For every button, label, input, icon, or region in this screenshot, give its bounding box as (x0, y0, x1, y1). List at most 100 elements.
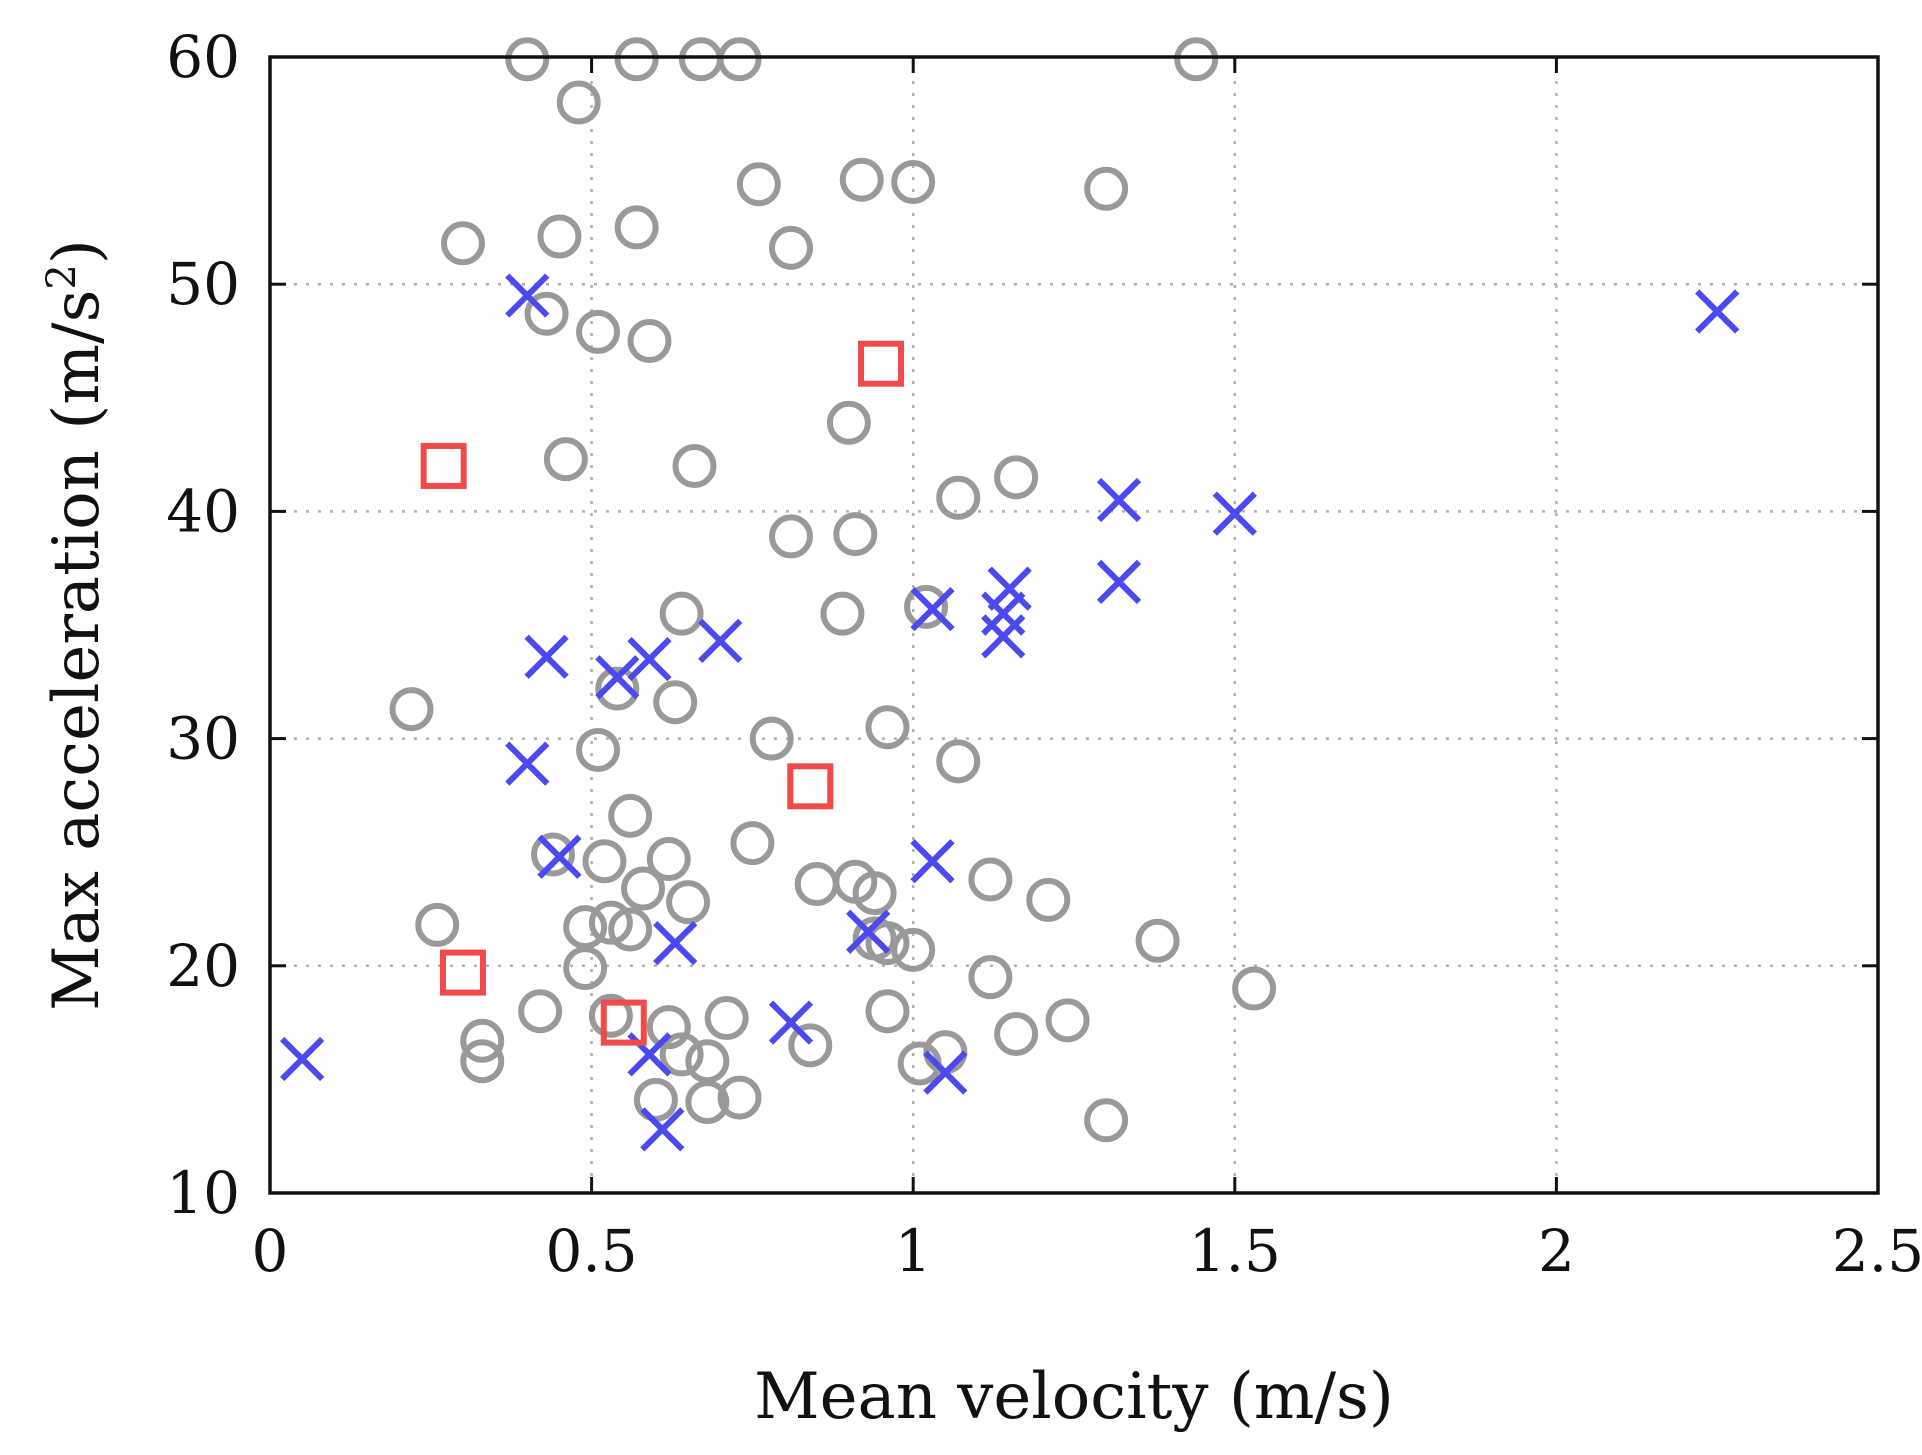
x-tick-label: 0.5 (545, 1217, 637, 1285)
gray-circle-point (865, 989, 910, 1034)
gray-circle-point (537, 214, 582, 259)
gray-circle-point (904, 584, 949, 629)
blue-cross-point (505, 741, 550, 786)
blue-cross-point (1096, 559, 1142, 604)
y-tick-label: 30 (166, 705, 240, 773)
gray-circle-point (556, 80, 601, 125)
y-tick-label: 40 (166, 477, 240, 545)
blue-cross-point (280, 1036, 325, 1082)
blue-cross-point (923, 1050, 968, 1095)
blue-cross-point (981, 614, 1026, 659)
x-tick-label: 1 (895, 1217, 932, 1285)
gray-circle-point (614, 205, 659, 250)
gray-circle-point (627, 319, 672, 363)
gray-circle-point (653, 680, 698, 725)
gray-circle-point (685, 1080, 730, 1125)
gray-circle-point (768, 514, 813, 559)
gray-circle-point (576, 727, 621, 772)
gray-circle-point (531, 832, 576, 877)
gray-circle-point (994, 1011, 1039, 1056)
gray-circle-point (1084, 1098, 1129, 1143)
data-markers (280, 37, 1740, 1152)
gray-circle-point (518, 989, 563, 1034)
gray-circle-point (608, 793, 653, 838)
gray-circle-point (646, 1005, 691, 1050)
y-axis-label-prefix: Max acceleration (m/s (40, 290, 114, 1011)
gray-circle-point (839, 157, 884, 202)
gray-circle-point (968, 857, 1013, 902)
grid-lines (270, 57, 1878, 1193)
gray-circle-point (588, 900, 633, 945)
x-tick-label: 0 (252, 1217, 289, 1285)
blue-cross-point (1695, 289, 1740, 334)
red-square-point (787, 763, 834, 810)
gray-circle-point (820, 591, 865, 636)
gray-circle-point (659, 591, 704, 636)
y-tick-label: 60 (166, 23, 240, 91)
blue-cross-point (910, 586, 955, 632)
gray-circle-point (788, 1023, 833, 1068)
gray-circle-point (852, 871, 897, 916)
gray-circle-point (563, 946, 608, 991)
gray-circle-point (672, 443, 717, 488)
gray-circle-point (994, 455, 1039, 500)
blue-cross-point (846, 909, 891, 954)
y-tick-labels: 10 20 30 40 50 60 (166, 23, 240, 1227)
gray-circle-point (666, 880, 711, 925)
axis-ticks (268, 55, 1880, 1195)
x-tick-label: 2.5 (1832, 1217, 1922, 1285)
red-square-point (420, 442, 467, 489)
gray-circle-point (1026, 877, 1071, 922)
gray-circle-point (582, 839, 627, 884)
y-tick-label: 20 (166, 932, 240, 1000)
gray-circle-point (440, 221, 485, 266)
red-square-point (600, 999, 647, 1046)
blue-cross-point (1096, 477, 1142, 523)
y-axis-label-suffix: ) (40, 239, 114, 264)
gray-circle-point (794, 862, 839, 907)
blue-cross-point (910, 839, 955, 884)
gray-circle-point (588, 993, 633, 1038)
x-tick-label: 1.5 (1189, 1217, 1281, 1285)
gray-circle-point (524, 291, 569, 336)
gray-circle-point (621, 866, 666, 911)
gray-circle-point (505, 37, 550, 82)
x-tick-labels: 0 0.5 1 1.5 2 2.5 (252, 1217, 1922, 1285)
red-square-point (439, 949, 486, 996)
gray-circle-point (833, 512, 878, 557)
plot-frame (268, 55, 1880, 1195)
blue-cross-point (627, 636, 672, 682)
gray-circle-point (646, 837, 691, 882)
blue-cross-point (524, 634, 569, 679)
gray-circle-point (678, 37, 723, 82)
blue-cross-point (987, 566, 1032, 611)
blue-cross-point (653, 920, 698, 966)
gray-circle-point (717, 37, 762, 82)
gray-circle-point (543, 437, 588, 482)
gray-circle-point (865, 921, 910, 966)
y-axis-label: Max acceleration (m/s2) (39, 239, 114, 1011)
blue-cross-point (595, 655, 640, 700)
gray-circle-point (1045, 998, 1090, 1043)
gray-circle-point (685, 1039, 730, 1084)
gray-circle-point (595, 666, 640, 711)
gray-circle-point (608, 907, 653, 952)
gray-circle-point (460, 1039, 505, 1084)
gray-circle-point (1232, 966, 1277, 1011)
blue-cross-point (640, 1107, 685, 1152)
gray-circle-point (736, 162, 781, 207)
blue-cross-point (768, 1000, 814, 1045)
gray-circle-point (749, 716, 794, 761)
gray-circle-point (826, 400, 871, 445)
gray-circle-point (768, 225, 813, 270)
gray-circle-point (1174, 37, 1219, 82)
gray-circle-point (659, 1032, 704, 1077)
gray-circle-point (730, 821, 775, 866)
blue-cross-point (537, 834, 582, 879)
blue-cross-point (505, 273, 550, 318)
gray-circle-point (865, 705, 910, 750)
gray-circle-point (936, 739, 981, 784)
gray-circle-point (1084, 166, 1129, 211)
blue-cross-point (698, 618, 743, 664)
